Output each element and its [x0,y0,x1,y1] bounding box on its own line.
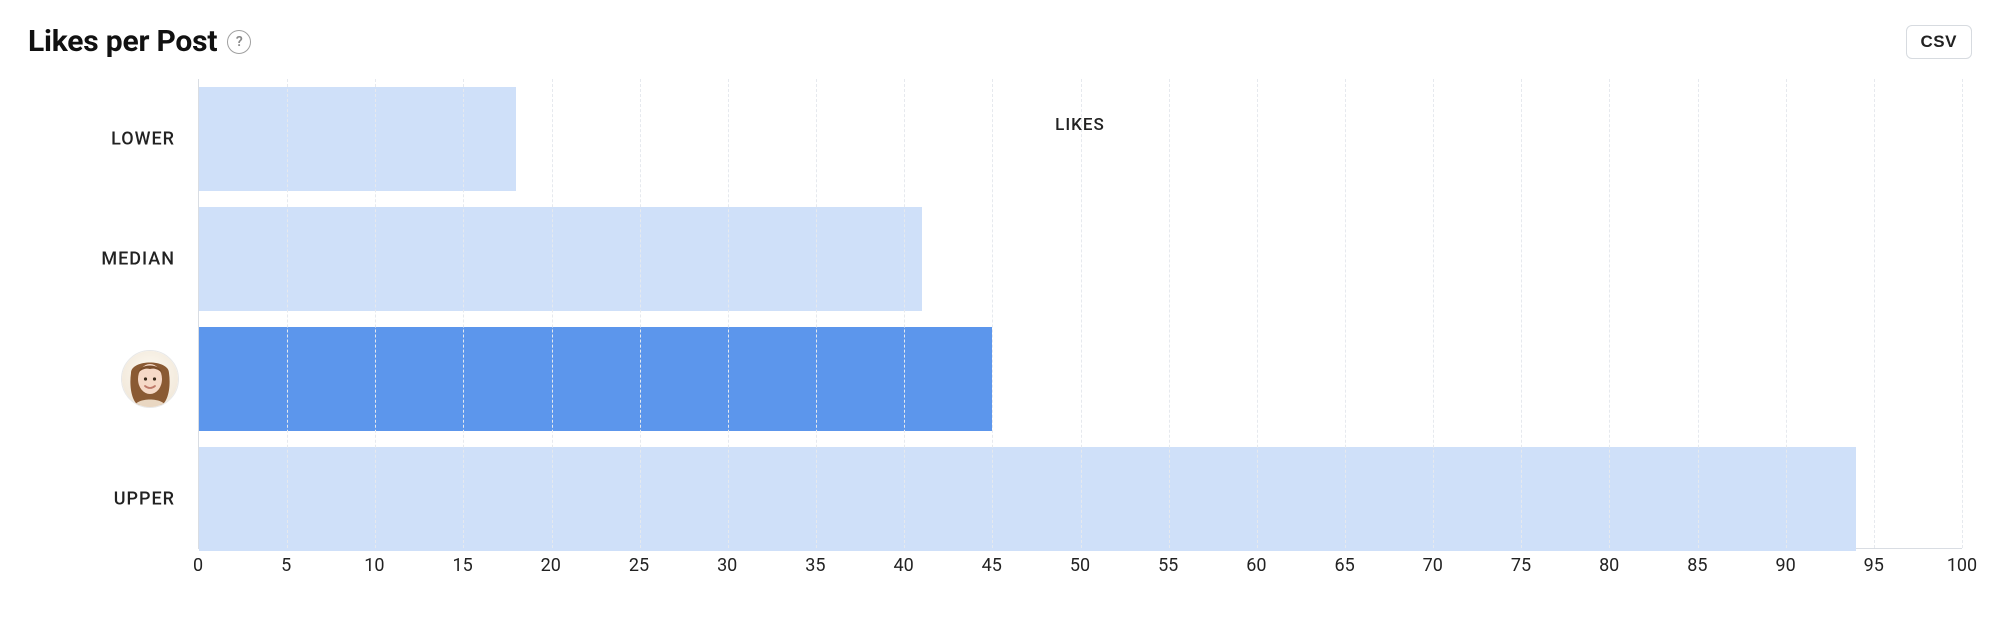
grid-line [1609,79,1610,548]
plot-area: LOWERMEDIANUPPER [198,79,1962,549]
x-tick: 80 [1599,555,1619,576]
chart: LOWERMEDIANUPPER 05101520253035404550556… [198,79,1962,573]
x-tick: 65 [1334,555,1354,576]
x-axis-label: LIKES [1055,115,1105,135]
y-label: MEDIAN [29,249,199,270]
x-tick: 55 [1158,555,1178,576]
grid-line [904,79,905,548]
x-tick: 50 [1070,555,1090,576]
y-label-avatar [29,350,199,408]
grid-line [816,79,817,548]
x-tick: 0 [193,555,203,576]
grid-line [287,79,288,548]
bar[interactable] [199,207,922,311]
x-tick: 20 [541,555,561,576]
x-tick: 40 [893,555,913,576]
help-icon[interactable]: ? [227,30,251,54]
grid-line [1698,79,1699,548]
grid-line [463,79,464,548]
grid-line [1786,79,1787,548]
x-tick: 95 [1864,555,1884,576]
x-tick: 35 [805,555,825,576]
x-tick: 85 [1687,555,1707,576]
grid-line [1169,79,1170,548]
x-tick: 45 [982,555,1002,576]
y-label: LOWER [29,129,199,150]
x-tick: 100 [1947,555,1977,576]
grid-line [1081,79,1082,548]
grid-line [552,79,553,548]
x-tick: 5 [281,555,291,576]
x-tick: 30 [717,555,737,576]
x-tick: 15 [452,555,472,576]
grid-line [1345,79,1346,548]
x-tick: 70 [1423,555,1443,576]
grid-line [728,79,729,548]
x-tick: 10 [364,555,384,576]
grid-line [375,79,376,548]
y-label: UPPER [29,489,199,510]
grid-line [992,79,993,548]
title-wrap: Likes per Post ? [28,24,251,59]
grid-line [1521,79,1522,548]
csv-export-button[interactable]: CSV [1906,25,1972,59]
x-tick: 90 [1775,555,1795,576]
x-tick: 75 [1511,555,1531,576]
card-title: Likes per Post [28,24,217,59]
grid-line [1874,79,1875,548]
user-avatar-icon [121,350,179,408]
grid-line [1962,79,1963,548]
x-tick: 25 [629,555,649,576]
help-icon-glyph: ? [236,34,243,50]
bar[interactable] [199,447,1856,551]
bar[interactable] [199,87,516,191]
x-axis-ticks: 0510152025303540455055606570758085909510… [198,549,1962,573]
x-tick: 60 [1246,555,1266,576]
bar-highlight[interactable] [199,327,992,431]
likes-per-post-card: Likes per Post ? CSV LOWERMEDIANUPPER 05… [0,0,2000,643]
grid-line [1257,79,1258,548]
card-header: Likes per Post ? CSV [28,24,1972,59]
grid-line [640,79,641,548]
grid-line [1433,79,1434,548]
